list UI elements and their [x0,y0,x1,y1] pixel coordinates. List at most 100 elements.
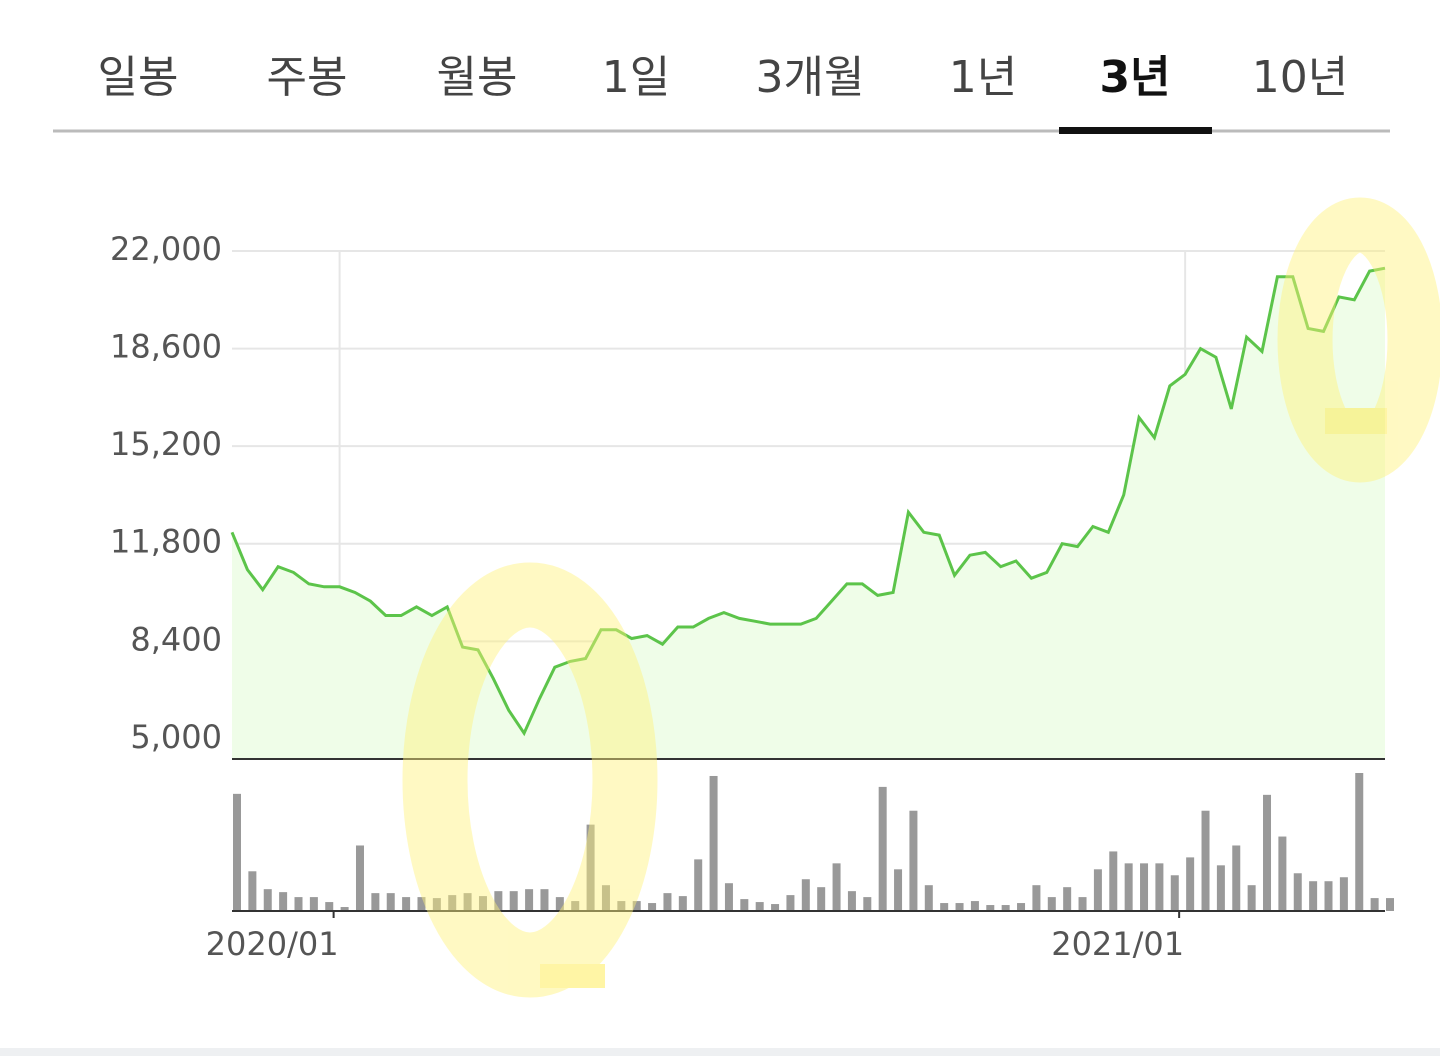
highlight [1325,408,1387,434]
tab[interactable]: 일봉 [98,52,179,103]
volume-bar [340,907,349,911]
tab[interactable]: 3년 [1099,52,1170,103]
volume-bar [1278,836,1287,911]
volume-bar [740,899,749,911]
highlight [1277,197,1440,483]
volume-bar [1109,851,1118,911]
volume-bar [924,885,933,911]
tab[interactable]: 10년 [1252,52,1348,103]
volume-bar [355,845,364,911]
volume-bar [663,893,672,911]
volume-bar [894,869,903,911]
y-tick-label: 8,400 [130,620,222,658]
volume-bar [509,891,518,911]
y-tick-label: 11,800 [110,523,222,561]
tab-bar: 일봉 주봉 월봉 1일 3개월 1년 3년 10년 [98,52,1348,134]
tab[interactable]: 1년 [949,52,1017,103]
tab[interactable]: 주봉 [267,52,348,103]
volume-bar [1186,857,1195,911]
volume-bar [1386,898,1394,911]
volume-bar [540,889,549,911]
volume-bar [1017,903,1026,911]
volume-bar [432,898,441,911]
volume-bar [632,901,641,911]
price-line [230,266,1386,737]
volume-bar [325,902,334,911]
volume-bar [1355,773,1364,911]
volume-bar [386,893,395,911]
volume-bar [402,897,411,911]
volume-bar [1063,887,1072,911]
volume-bar [786,895,795,911]
volume-bar [878,786,887,911]
volume-bar [248,871,257,911]
volume-bar [1201,810,1210,911]
volume-bar [263,889,272,911]
volume-bar [940,903,949,911]
volume-bar [1263,794,1272,911]
volume-bar [448,895,457,911]
volume-bar [279,892,288,911]
tab[interactable]: 3개월 [756,52,865,103]
volume-bar [586,824,595,911]
y-tick-label: 5,000 [130,718,222,756]
volume-bar [678,896,687,911]
tab[interactable]: 월봉 [437,52,518,103]
volume-bar [1140,863,1149,911]
volume-bar [1309,881,1318,911]
x-tick-label: 2021/01 [1051,925,1184,963]
y-tick-label: 18,600 [110,328,222,366]
volume-bar [847,891,856,911]
volume-bar [1078,897,1087,911]
volume-bar [309,897,318,911]
volume-bar [1155,863,1164,911]
volume-bar [648,903,657,911]
volume-bar [955,903,964,911]
volume-bar [863,897,872,911]
volume-bar [294,897,303,911]
volume-bar [694,859,703,911]
area [232,268,1385,759]
volume-bar [617,901,626,911]
volume-bar [601,885,610,911]
volume-bar [555,897,564,911]
volume-bar [371,893,380,911]
y-tick-label: 15,200 [110,425,222,463]
volume-bar [417,897,426,911]
bottom-band [0,1048,1440,1056]
volume-bar [1339,877,1348,911]
volume-bar [478,896,487,911]
volume-bar [1093,869,1102,911]
volume-bar [970,901,979,911]
volume-bar [1216,865,1225,911]
volume-bar [801,879,810,911]
y-tick-label: 22,000 [110,230,222,268]
volume-bar [1170,875,1179,911]
volume-bar [571,901,580,911]
volume-bar [832,863,841,911]
volume-bar [525,889,534,911]
volume-bar [1001,905,1010,911]
tab[interactable]: 1일 [602,52,670,103]
highlight [402,562,658,998]
plot: 5,000 8,400 11,800 15,200 18,600 22,000 2020/0… [110,230,1394,963]
volume-bar [771,904,780,911]
volume-bar [817,887,826,911]
volume-bar [233,793,241,911]
volume-bar [755,902,764,911]
volume-bar [1232,845,1241,911]
volume-bar [1247,885,1256,911]
highlights [402,197,1440,998]
volume-bar [1047,897,1056,911]
volume-bar [724,883,733,911]
volume-bar [494,891,503,911]
volume-bar [1032,885,1041,911]
volume-bar [1124,863,1133,911]
volume-bar [909,810,918,911]
active-tab-underline [1059,127,1212,134]
volume-bar [986,905,995,911]
x-tick-label: 2020/01 [206,925,339,963]
volume-bar [709,775,718,911]
